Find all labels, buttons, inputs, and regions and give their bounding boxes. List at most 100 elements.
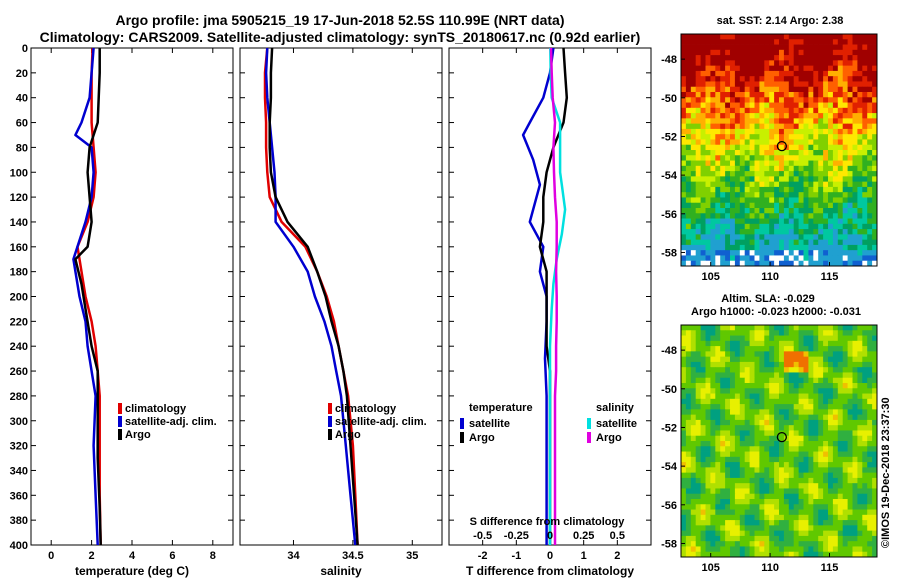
map-cell	[734, 509, 741, 516]
map-cell	[872, 49, 878, 56]
map-cell	[808, 409, 814, 416]
map-cell	[862, 383, 868, 389]
map-cell	[730, 425, 736, 431]
map-cell	[862, 250, 868, 256]
map-cell	[867, 134, 873, 140]
map-cell	[730, 250, 736, 256]
map-cell	[720, 208, 726, 214]
map-cell	[700, 330, 706, 336]
map-cell	[779, 181, 785, 188]
map-cell	[685, 414, 692, 421]
map-cell	[828, 361, 834, 368]
map-cell	[779, 535, 785, 542]
x-tick-label: 0	[547, 550, 553, 562]
map-cell	[803, 325, 809, 331]
map-cell	[803, 244, 809, 251]
map-cell	[832, 546, 839, 553]
map-cell	[842, 499, 848, 505]
map-cell	[818, 335, 824, 342]
map-cell	[734, 34, 741, 40]
map-cell	[852, 118, 858, 125]
map-cell	[847, 325, 853, 331]
map-cell	[695, 123, 701, 130]
map-cell	[725, 419, 731, 426]
legend-label: satellite	[469, 418, 510, 430]
map-cell	[739, 197, 746, 204]
map-cell	[695, 499, 701, 505]
map-cell	[779, 514, 785, 521]
map-cell	[803, 223, 809, 230]
map-cell	[715, 419, 721, 426]
map-cell	[720, 155, 726, 161]
map-cell	[862, 49, 868, 56]
map-cell	[803, 477, 809, 484]
map-cell	[730, 139, 736, 146]
map-cell	[700, 472, 706, 479]
map-cell	[857, 44, 863, 51]
map-cell	[793, 472, 799, 479]
map-cell	[730, 441, 736, 447]
map-cell	[725, 192, 731, 198]
map-cell	[872, 409, 878, 416]
map-cell	[867, 499, 873, 505]
map-cell	[862, 514, 868, 521]
map-cell	[837, 493, 844, 500]
map-cell	[769, 477, 775, 484]
map-cell	[730, 150, 736, 156]
map-cell	[769, 176, 775, 183]
map-cell	[681, 535, 687, 542]
map-cell	[818, 409, 824, 416]
map-cell	[852, 60, 858, 67]
map-cell	[823, 260, 829, 267]
map-cell	[710, 435, 716, 442]
map-cell	[681, 70, 687, 77]
map-cell	[818, 160, 824, 167]
map-cell	[769, 181, 775, 188]
map-cell	[749, 425, 755, 431]
map-cell	[705, 171, 711, 177]
map-cell	[857, 160, 863, 167]
map-cell	[730, 520, 736, 526]
map-cell	[681, 398, 687, 405]
map-cell	[725, 383, 731, 389]
map-y-tick-label: -50	[661, 384, 677, 396]
map-cell	[857, 383, 863, 389]
top-x-axis-label: S difference from climatology	[470, 516, 626, 528]
map-cell	[867, 546, 873, 553]
map-cell	[681, 414, 687, 421]
map-cell	[774, 44, 780, 51]
map-cell	[867, 462, 873, 468]
map-cell	[813, 325, 819, 331]
map-cell	[783, 81, 790, 88]
map-cell	[779, 113, 785, 119]
map-cell	[695, 92, 701, 98]
map-cell	[764, 514, 770, 521]
map-cell	[803, 414, 809, 421]
map-cell	[783, 223, 790, 230]
map-cell	[808, 441, 814, 447]
map-cell	[872, 340, 878, 347]
map-cell	[681, 525, 687, 532]
map-cell	[813, 65, 819, 72]
map-cell	[872, 514, 878, 521]
map-cell	[852, 414, 858, 421]
map-cell	[798, 393, 804, 400]
map-cell	[783, 181, 790, 188]
map-cell	[685, 398, 692, 405]
map-cell	[744, 181, 750, 188]
map-cell	[862, 361, 868, 368]
map-cell	[803, 171, 809, 177]
map-cell	[705, 123, 711, 130]
map-cell	[862, 546, 868, 553]
map-cell	[828, 499, 834, 505]
map-cell	[832, 414, 839, 421]
map-cell	[725, 467, 731, 474]
map-cell	[690, 330, 697, 336]
map-cell	[769, 260, 775, 267]
map-cell	[808, 102, 814, 109]
map-cell	[705, 160, 711, 167]
map-cell	[862, 134, 868, 140]
map-cell	[832, 372, 839, 379]
map-cell	[730, 346, 736, 352]
map-cell	[685, 244, 692, 251]
